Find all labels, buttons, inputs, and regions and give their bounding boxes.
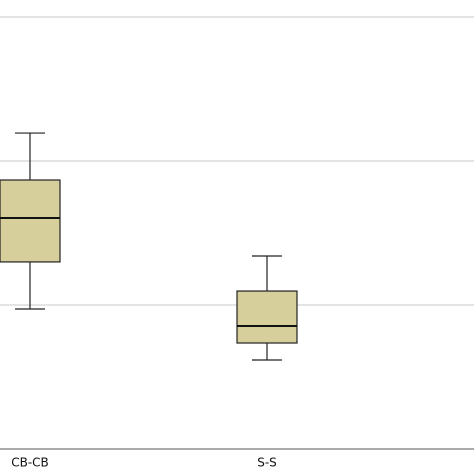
box xyxy=(0,179,61,263)
box xyxy=(236,290,298,344)
x-tick-label: CB-CB xyxy=(11,456,49,470)
x-tick-label: S-S xyxy=(257,456,277,470)
